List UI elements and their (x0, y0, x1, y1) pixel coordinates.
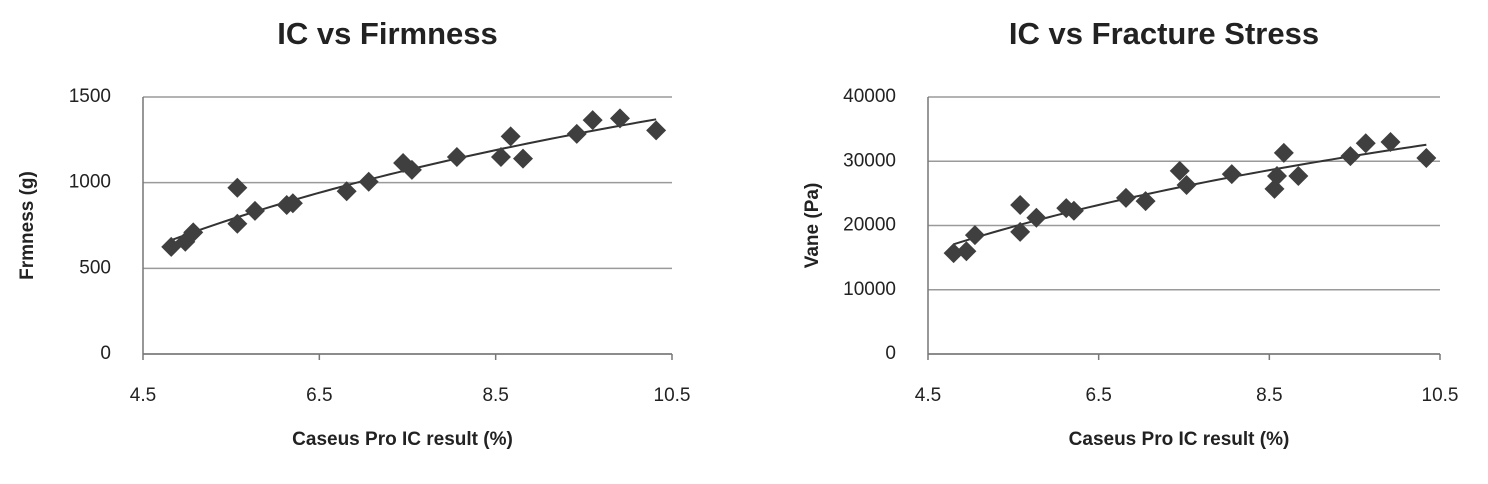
point (1267, 166, 1288, 187)
y-tick-label: 500 (79, 257, 111, 278)
y-tick-label: 0 (100, 343, 111, 364)
x-tick-label: 4.5 (130, 385, 156, 406)
point (1026, 207, 1047, 228)
point (358, 171, 379, 192)
point (1135, 191, 1156, 212)
point (1380, 131, 1401, 152)
point (282, 193, 303, 214)
chart-title: IC vs Fracture Stress (1009, 16, 1319, 51)
y-tick-label: 10000 (843, 279, 896, 300)
y-tick-label: 40000 (843, 86, 896, 107)
y-tick-label: 0 (885, 343, 896, 364)
x-axis-label: Caseus Pro IC result (%) (1069, 429, 1290, 450)
x-tick-label: 4.5 (915, 385, 941, 406)
y-tick-label: 20000 (843, 215, 896, 236)
point (1010, 221, 1031, 242)
point (609, 108, 630, 129)
point (1340, 146, 1361, 167)
point (244, 200, 265, 221)
point (446, 146, 467, 167)
point (1169, 160, 1190, 181)
point (1115, 187, 1136, 208)
chart-title: IC vs Firmness (277, 16, 498, 51)
x-tick-label: 8.5 (1256, 385, 1282, 406)
point (964, 225, 985, 246)
point (490, 146, 511, 167)
point (566, 123, 587, 144)
x-tick-label: 10.5 (1422, 385, 1459, 406)
point (1063, 200, 1084, 221)
point (1288, 166, 1309, 187)
point (582, 110, 603, 131)
point (227, 213, 248, 234)
point (183, 222, 204, 243)
point (646, 120, 667, 141)
point (956, 241, 977, 262)
y-axis-label: Vane (Pa) (802, 183, 823, 269)
point (1273, 142, 1294, 163)
point (1176, 175, 1197, 196)
x-tick-label: 6.5 (306, 385, 332, 406)
y-tick-label: 1000 (69, 172, 111, 193)
x-tick-label: 6.5 (1085, 385, 1111, 406)
x-tick-label: 8.5 (482, 385, 508, 406)
point (336, 181, 357, 202)
point (512, 148, 533, 169)
point (1264, 178, 1285, 199)
y-tick-label: 1500 (69, 86, 111, 107)
point (1416, 148, 1437, 169)
point (401, 159, 422, 180)
point (227, 177, 248, 198)
point (500, 126, 521, 147)
y-tick-label: 30000 (843, 150, 896, 171)
point (943, 243, 964, 264)
point (1355, 133, 1376, 154)
point (1010, 194, 1031, 215)
x-axis-label: Caseus Pro IC result (%) (292, 429, 513, 450)
x-tick-label: 10.5 (654, 385, 691, 406)
point (1221, 164, 1242, 185)
y-axis-label: Frmness (g) (17, 171, 38, 280)
